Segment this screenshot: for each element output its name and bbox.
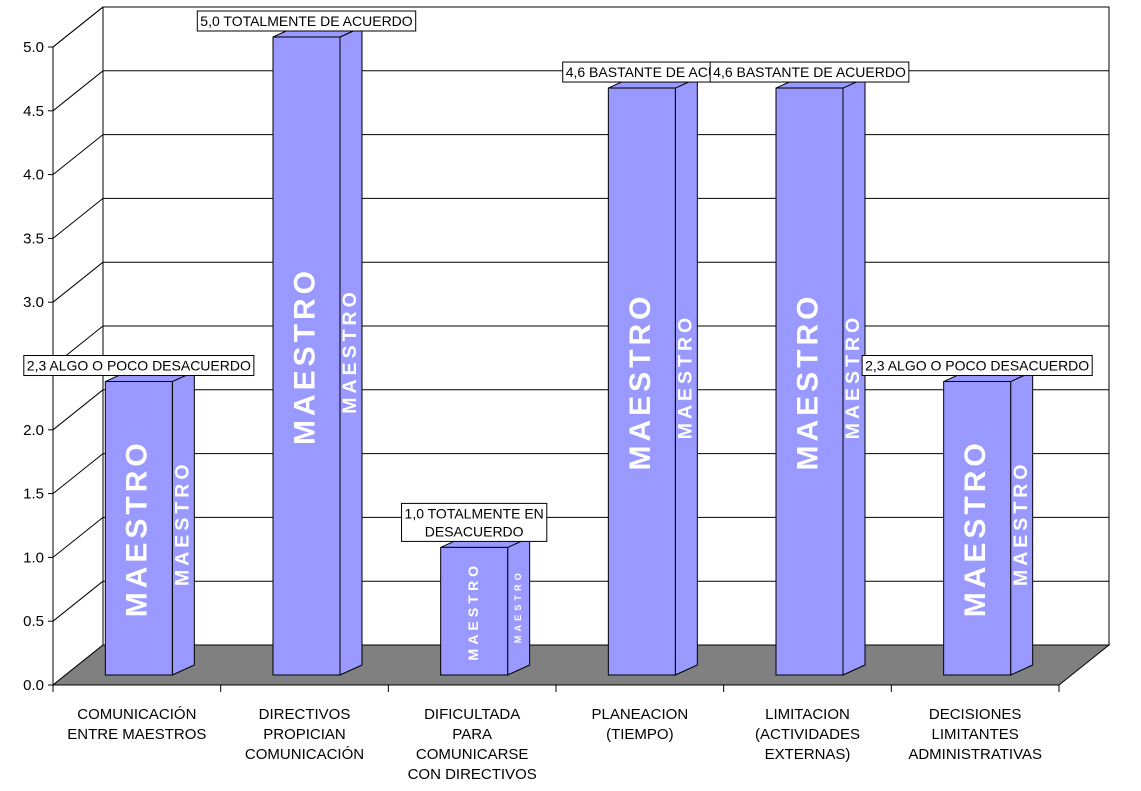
side-wall-line [52,70,104,112]
x-category-text: EXTERNAS) [765,746,851,763]
x-category-text: CON DIRECTIVOS [408,766,537,783]
x-category-text: PROPICIAN [263,726,346,743]
x-category-text: COMUNICACIÓN [77,706,196,723]
bar-series-text: MAESTRO [466,562,482,661]
bar-series-text: MAESTRO [959,439,992,617]
bar-group: MAESTRO MAESTRO [104,370,195,676]
bar [440,546,509,676]
bar-group: MAESTRO MAESTRO [943,370,1034,676]
bar-series-text-side: MAESTRO [674,314,696,440]
y-tick-label: 1.5 [23,486,44,503]
x-category-text: DIRECTIVOS [259,706,351,723]
data-label: 4,6 BASTANTE DE ACU [562,61,722,83]
bar-series-text: MAESTRO [121,439,154,617]
x-category-text: LIMITANTES [932,726,1019,743]
bar-series-text-side: MAESTRO [171,461,193,587]
data-label-text: DESACUERDO [425,523,524,539]
bar [607,87,676,676]
y-tick-label: 3.5 [23,230,44,247]
side-wall-line [52,580,104,622]
x-category-label: DECISIONES LIMITANTES ADMINISTRATIVAS [908,706,1042,763]
bar [775,87,844,676]
y-tick-label: 0.5 [23,613,44,630]
x-category-text: ENTRE MAESTROS [67,726,206,743]
bar-series-text-side: MAESTRO [842,314,864,440]
x-category-text: COMUNICARSE [416,746,529,763]
bar-series-text-side: MAESTRO [513,569,523,643]
data-label-box [401,502,548,542]
x-category-label: PLANEACION (TIEMPO) [591,706,688,743]
x-category-label: DIRECTIVOS PROPICIAN COMUNICACIÓN [245,706,364,763]
y-tick-label: 3.0 [23,294,44,311]
data-label-text: 1,0 TOTALMENTE EN [405,505,544,521]
x-category-text: PLANEACION [591,706,688,723]
x-category-text: DIFICULTADA [424,706,520,723]
bar-series-text: MAESTRO [624,293,657,471]
bar [943,381,1012,676]
data-label-text: 2,3 ALGO O POCO DESACUERDO [27,358,251,374]
data-label-text: 2,3 ALGO O POCO DESACUERDO [865,358,1089,374]
side-wall-line [52,261,104,303]
data-label: 2,3 ALGO O POCO DESACUERDO [23,355,255,377]
x-category-label: LIMITACION (ACTIVIDADES EXTERNAS) [755,706,860,763]
y-tick-label: 0.0 [23,677,44,694]
data-label-box [709,61,910,83]
y-tick-label: 1.0 [23,549,44,566]
bar-series-text: MAESTRO [288,267,321,445]
data-label: 1,0 TOTALMENTE EN DESACUERDO [401,502,548,542]
side-wall-line [52,198,104,239]
y-tick-label: 4.0 [23,167,44,184]
side-wall-line [52,517,104,558]
x-category-label: COMUNICACIÓN ENTRE MAESTROS [67,706,206,743]
data-label-box [23,355,255,377]
side-wall-line [52,134,104,175]
data-label-box [196,10,417,32]
bar-series-text-side: MAESTRO [1010,461,1032,587]
bar-group: MAESTRO MAESTRO [440,536,531,676]
side-wall-line [52,453,104,494]
x-category-label: DIFICULTADA PARA COMUNICARSE CON DIRECTIVOS [408,706,537,783]
y-tick-label: 4.5 [23,103,44,120]
side-wall-top [52,6,104,48]
side-wall-line [52,389,104,431]
y-tick-label: 2.0 [23,422,44,439]
data-label-box [861,355,1093,377]
bar-group: MAESTRO MAESTRO [775,77,866,676]
bar-series-text-side: MAESTRO [339,288,361,414]
data-label-text: 4,6 BASTANTE DE ACUERDO [713,64,906,80]
y-tick-label: 5.0 [23,39,44,56]
x-category-text: (TIEMPO) [606,726,674,743]
x-category-text: PARA [452,726,492,743]
x-category-text: COMUNICACIÓN [245,746,364,763]
x-category-text: ADMINISTRATIVAS [908,746,1042,763]
bar-group: MAESTRO MAESTRO [272,26,363,676]
data-label: 2,3 ALGO O POCO DESACUERDO [861,355,1093,377]
data-label: 4,6 BASTANTE DE ACUERDO [709,61,910,83]
data-label: 5,0 TOTALMENTE DE ACUERDO [196,10,417,32]
data-label-text: 4,6 BASTANTE DE ACU [566,64,718,80]
bar [104,381,173,676]
bar-group: MAESTRO MAESTRO [607,77,698,676]
bar [272,36,341,676]
bar-series-text: MAESTRO [791,293,824,471]
data-label-text: 5,0 TOTALMENTE DE ACUERDO [200,13,412,29]
x-category-text: LIMITACION [765,706,850,723]
x-category-text: DECISIONES [929,706,1022,723]
x-category-text: (ACTIVIDADES [755,726,860,743]
